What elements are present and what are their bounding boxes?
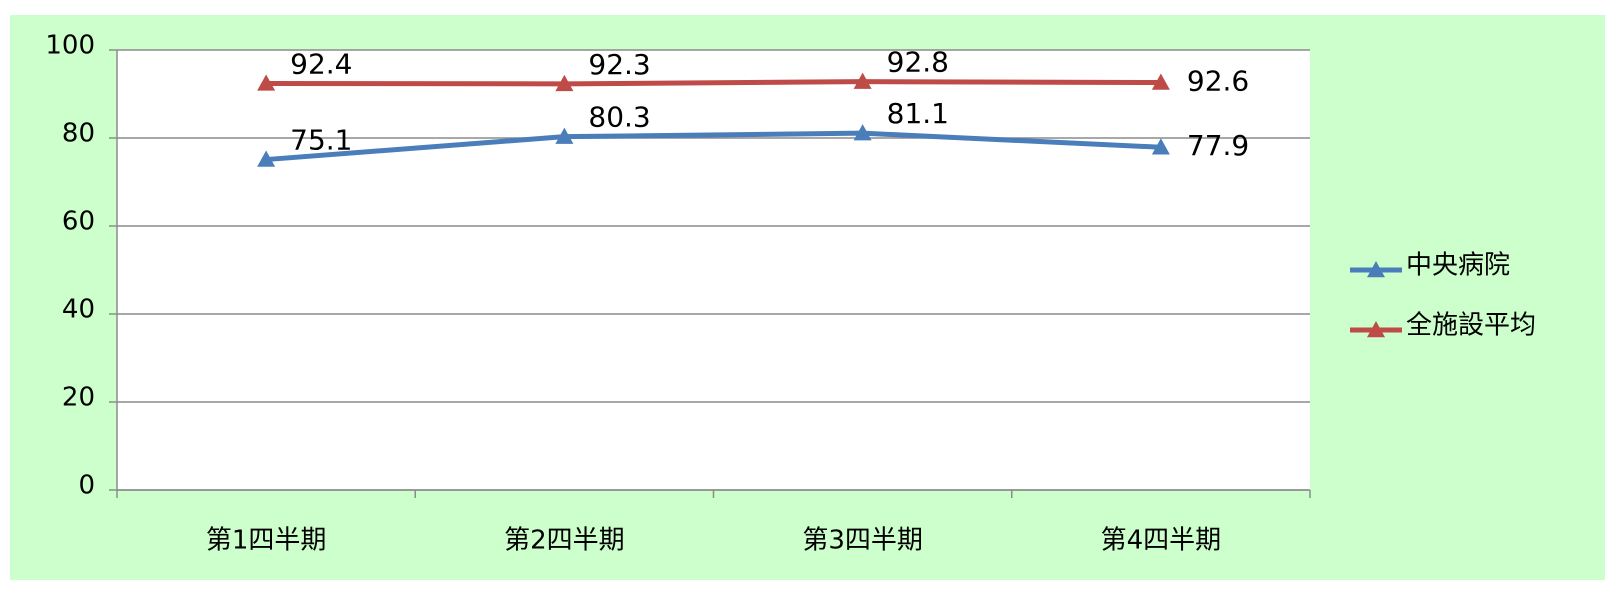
marker xyxy=(1151,138,1170,155)
x-tick-label: 第4四半期 xyxy=(1101,526,1222,556)
data-label: 92.6 xyxy=(1187,65,1249,98)
marker xyxy=(257,74,276,91)
x-tick-label: 第2四半期 xyxy=(504,526,625,556)
y-tick-label: 100 xyxy=(45,31,95,61)
marker xyxy=(555,127,574,144)
marker xyxy=(1151,73,1170,90)
legend-label: 全施設平均 xyxy=(1406,311,1536,341)
data-label: 77.9 xyxy=(1187,129,1249,162)
y-tick-label: 20 xyxy=(62,383,95,413)
data-label: 92.4 xyxy=(290,47,352,80)
series-line xyxy=(266,79,1161,87)
legend-marker xyxy=(1367,321,1385,338)
legend-marker xyxy=(1367,261,1385,278)
y-tick-label: 80 xyxy=(62,119,95,149)
legend-label: 中央病院 xyxy=(1406,251,1510,281)
y-tick-label: 0 xyxy=(78,471,95,501)
x-tick-label: 第3四半期 xyxy=(802,526,923,556)
data-label: 92.3 xyxy=(588,48,650,81)
marker xyxy=(853,124,872,141)
y-tick-label: 40 xyxy=(62,295,95,325)
plot-area xyxy=(117,50,1310,490)
data-label: 81.1 xyxy=(887,97,949,130)
data-label: 75.1 xyxy=(290,124,352,157)
y-tick-label: 60 xyxy=(62,207,95,237)
data-label: 92.8 xyxy=(887,46,949,79)
series-line xyxy=(265,130,1161,163)
x-tick-label: 第1四半期 xyxy=(206,526,327,556)
marker xyxy=(257,150,276,167)
marker xyxy=(555,74,574,92)
marker xyxy=(853,72,872,89)
data-label: 80.3 xyxy=(588,101,650,134)
